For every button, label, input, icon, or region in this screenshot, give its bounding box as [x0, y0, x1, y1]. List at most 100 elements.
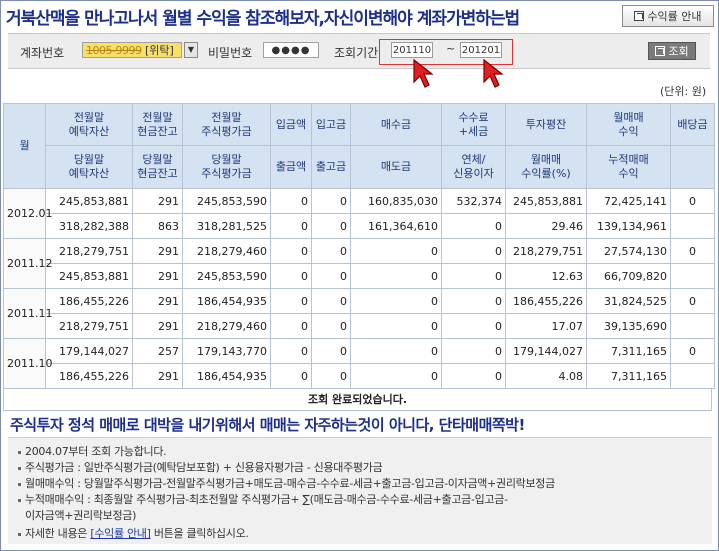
column-header: 전월말 예탁자산 — [45, 103, 133, 146]
account-type: [위탁] — [144, 44, 174, 57]
table-cell: 245,853,881 — [45, 188, 133, 214]
table-cell: 218,279,751 — [45, 313, 133, 339]
table-cell: 0 — [311, 188, 351, 214]
query-button-label: 조회 — [668, 45, 689, 58]
note-item: 주식평가금 : 일반주식평가금(예탁담보포함) + 신용융자평가금 - 신용대주… — [18, 459, 383, 475]
query-button[interactable]: 조회 — [648, 42, 696, 60]
table-cell: 0 — [311, 313, 351, 339]
table-cell: 0 — [270, 188, 312, 214]
table-cell: 0 — [441, 238, 506, 264]
column-header: 수수료 +세금 — [441, 103, 506, 146]
table-cell: 7,311,165 — [586, 363, 671, 389]
table-cell: 0 — [350, 338, 442, 364]
table-cell: 0 — [270, 238, 312, 264]
period-to-input[interactable]: 201201 — [460, 42, 502, 58]
table-cell: 0 — [441, 313, 506, 339]
monthly-return-table: 월 전월말 예탁자산 전월말 현금잔고 전월말 주식평가금 입금액 입고금 매수금 수수료 … — [3, 103, 715, 389]
column-header — [670, 145, 715, 189]
notes-panel: 2004.07부터 조회 가능합니다. 주식평가금 : 일반주식평가금(예탁담보… — [8, 437, 712, 544]
table-row: 2011.12 218,279,751 291 218,279,460 0 0 0 0 218,… — [3, 238, 715, 289]
column-header: 월매매 수익률(%) — [505, 145, 587, 189]
table-cell: 245,853,590 — [182, 263, 271, 289]
table-cell: 17.07 — [505, 313, 587, 339]
yield-guide-link[interactable]: [수익률 안내] — [90, 527, 151, 540]
table-cell: 186,454,935 — [182, 288, 271, 314]
table-cell: 0 — [441, 338, 506, 364]
table-cell: 291 — [132, 188, 183, 214]
table-row: 218,279,751 291 218,279,460 0 0 0 0 17.07 39,135… — [4, 313, 715, 339]
table-cell: 0 — [441, 213, 506, 239]
table-cell: 186,455,226 — [45, 363, 133, 389]
table-cell: 0 — [670, 188, 715, 214]
month-cell: 2011.10 — [3, 338, 53, 389]
table-cell: 72,425,141 — [586, 188, 671, 214]
table-cell: 139,134,961 — [586, 213, 671, 239]
table-cell: 291 — [132, 263, 183, 289]
header-row-top: 월 전월말 예탁자산 전월말 현금잔고 전월말 주식평가금 입금액 입고금 매수금 수수료 … — [3, 103, 715, 189]
pointer-arrow-icon — [413, 58, 434, 88]
chevron-down-icon[interactable]: ▼ — [184, 42, 198, 58]
table-row: 186,455,226 291 186,454,935 0 0 0 0 4.08 7,311,1… — [4, 363, 715, 389]
month-cell: 2012.01 — [3, 188, 53, 239]
table-cell: 0 — [270, 363, 312, 389]
table-cell: 66,709,820 — [586, 263, 671, 289]
account-number: 1005-9999 — [86, 44, 142, 57]
column-header: 투자평잔 — [505, 103, 587, 146]
table-cell: 0 — [311, 363, 351, 389]
table-row: 2011.11 186,455,226 291 186,454,935 0 0 0 0 186,… — [3, 288, 715, 339]
table-cell: 4.08 — [505, 363, 587, 389]
account-select[interactable]: 1005-9999 [위탁] — [82, 42, 182, 58]
table-cell: 0 — [441, 263, 506, 289]
table-cell: 0 — [441, 288, 506, 314]
table-cell: 291 — [132, 238, 183, 264]
password-field[interactable]: ●●●● — [263, 42, 319, 58]
table-cell: 0 — [350, 363, 442, 389]
pointer-arrow-icon — [483, 58, 504, 88]
table-cell: 218,279,751 — [45, 238, 133, 264]
popup-icon — [634, 11, 645, 21]
table-cell: 7,311,165 — [586, 338, 671, 364]
search-bar: 계좌번호 1005-9999 [위탁] ▼ 비밀번호 ●●●● 조회기간 201… — [8, 33, 710, 69]
table-cell: 0 — [311, 263, 351, 289]
table-cell: 186,455,226 — [505, 288, 587, 314]
table-row: 318,282,388 863 318,281,525 0 0 161,364,610 0 2… — [4, 213, 715, 239]
table-cell: 179,143,770 — [182, 338, 271, 364]
column-header: 월매매 수익 — [586, 103, 671, 146]
table-cell: 0 — [311, 338, 351, 364]
note-item: 2004.07부터 조회 가능합니다. — [18, 443, 167, 459]
note-text: 버튼을 클릭하십시오. — [153, 527, 249, 540]
unit-label: (단위: 원) — [660, 85, 707, 98]
note-text: 월매매수익 : 당월말주식평가금-전월말주식평가금+매도금-매수금-수수료-세금… — [25, 477, 555, 490]
table-cell: 245,853,881 — [45, 263, 133, 289]
column-header: 출금액 — [270, 145, 312, 189]
table-cell: 0 — [670, 238, 715, 264]
table-cell: 218,279,460 — [182, 238, 271, 264]
table-cell: 291 — [132, 313, 183, 339]
column-header: 전월말 주식평가금 — [182, 103, 271, 146]
table-cell: 218,279,751 — [505, 238, 587, 264]
yield-guide-button[interactable]: 수익률 안내 — [622, 5, 714, 27]
month-header: 월 — [3, 103, 46, 189]
column-header: 입금액 — [270, 103, 312, 146]
table-cell: 318,281,525 — [182, 213, 271, 239]
table-cell: 532,374 — [441, 188, 506, 214]
table-cell: 0 — [350, 313, 442, 339]
page-title: 거북산맥을 만나고나서 월별 수익을 참조해보자,자신이변해야 계좌가변하는법 — [6, 9, 520, 29]
password-label: 비밀번호 — [208, 46, 253, 60]
table-cell: 0 — [270, 213, 312, 239]
table-cell: 291 — [132, 363, 183, 389]
note-text: 누적매매수익 : 최종월말 주식평가금-최초전월말 주식평가금+ ∑(매도금-매… — [25, 493, 508, 506]
note-item: 누적매매수익 : 최종월말 주식평가금-최초전월말 주식평가금+ ∑(매도금-매… — [18, 491, 508, 507]
column-header: 출고금 — [311, 145, 351, 189]
header-row-bottom: 당월말 예탁자산 당월말 현금잔고 당월말 주식평가금 출금액 출고금 매도금 연체/ 신용… — [4, 145, 715, 189]
note-item: 월매매수익 : 당월말주식평가금-전월말주식평가금+매도금-매수금-수수료-세금… — [18, 475, 555, 491]
table-cell: 39,135,690 — [586, 313, 671, 339]
table-cell: 31,824,525 — [586, 288, 671, 314]
table-cell: 0 — [270, 263, 312, 289]
month-cell: 2011.11 — [3, 288, 53, 339]
column-header: 매도금 — [350, 145, 442, 189]
period-from-input[interactable]: 201110 — [391, 42, 433, 58]
table-cell: 186,455,226 — [45, 288, 133, 314]
banner-text: 주식투자 정석 매매로 대박을 내기위해서 매매는 자주하는것이 아니다, 단타… — [10, 416, 525, 434]
table-cell: 0 — [311, 213, 351, 239]
